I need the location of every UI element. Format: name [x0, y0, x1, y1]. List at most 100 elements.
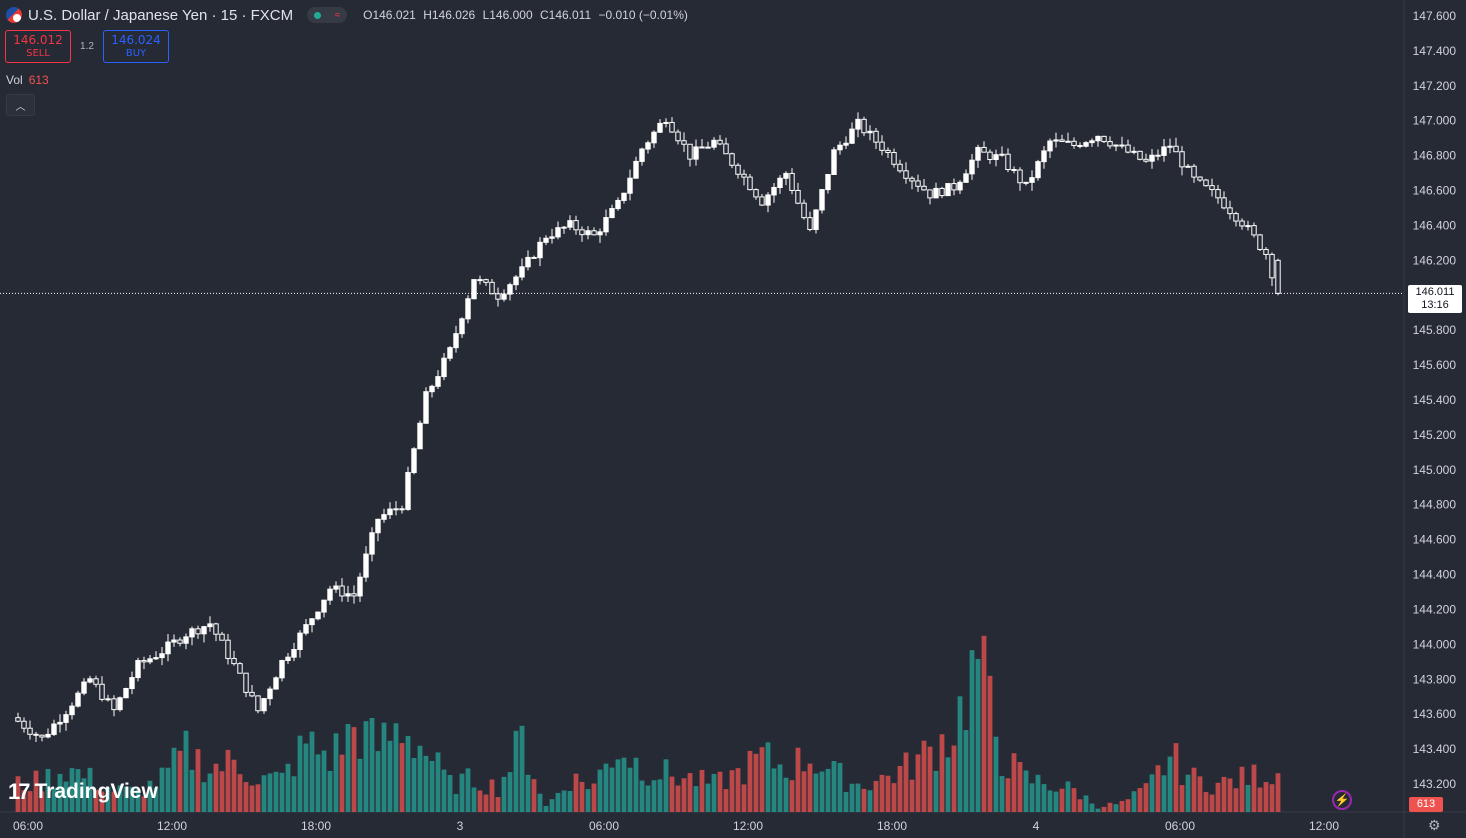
volume-bar [57, 773, 63, 812]
candle-body [597, 231, 603, 236]
volume-bar [819, 771, 825, 812]
volume-bar [1095, 808, 1101, 812]
volume-bar [99, 791, 105, 812]
candle-body [285, 656, 291, 662]
candle-body [297, 632, 303, 651]
volume-bar [693, 786, 699, 812]
candle-body [897, 163, 903, 172]
volume-bar [561, 790, 567, 812]
candle-body [1185, 165, 1191, 168]
candle-body [1209, 185, 1215, 191]
volume-bar [747, 750, 753, 812]
volume-bar [117, 785, 123, 812]
chart-header: U.S. Dollar / Japanese Yen · 15 · FXCM ≈… [0, 0, 692, 30]
volume-bar [981, 635, 987, 812]
candle-body [951, 183, 957, 191]
status-pill[interactable]: ≈ [307, 7, 348, 23]
volume-bar [603, 763, 609, 812]
candle-body [309, 618, 315, 626]
candle-body [1095, 135, 1101, 142]
collapse-legend-button[interactable]: ︿ [6, 94, 35, 116]
candle-body [201, 626, 207, 635]
candle-body [111, 698, 117, 711]
volume-bar [1113, 804, 1119, 812]
candle-body [1107, 141, 1113, 147]
candle-body [717, 139, 723, 145]
volume-bar [171, 747, 177, 812]
candle-body [885, 149, 891, 154]
volume-bar [513, 730, 519, 812]
low-value: L146.000 [482, 8, 533, 22]
candle-body [87, 678, 93, 683]
volume-bar [909, 779, 915, 812]
volume-bar [591, 783, 597, 812]
volume-bar [1239, 766, 1245, 812]
ohlc-values: O146.021 H146.026 L146.000 C146.011 −0.0… [363, 8, 692, 22]
buy-button[interactable]: 146.024 BUY [103, 30, 169, 63]
volume-bar [777, 764, 783, 812]
volume-bar [1263, 782, 1269, 812]
sell-button[interactable]: 146.012 SELL [5, 30, 71, 63]
candle-body [159, 653, 165, 659]
candle-body [15, 717, 21, 722]
volume-bar [963, 730, 969, 812]
candle-body [609, 208, 615, 219]
volume-bar [111, 791, 117, 812]
candle-body [987, 151, 993, 161]
watermark-text: TradingView [34, 780, 158, 803]
volume-bar [795, 747, 801, 812]
volume-bar [69, 768, 75, 812]
x-tick-label: 4 [1033, 819, 1040, 833]
candle-body [861, 118, 867, 134]
candle-body [1263, 248, 1269, 255]
candle-body [849, 128, 855, 144]
candle-body [45, 733, 51, 738]
candle-body [639, 148, 645, 162]
buy-price: 146.024 [111, 32, 161, 47]
candle-body [579, 229, 585, 236]
candle-body [531, 256, 537, 259]
candle-body [879, 141, 885, 151]
volume-bar [303, 743, 309, 812]
candle-body [213, 623, 219, 635]
volume-bar [201, 782, 207, 812]
candle-body [795, 189, 801, 204]
candle-body [1197, 176, 1203, 181]
volume-bar [225, 749, 231, 812]
symbol-title[interactable]: U.S. Dollar / Japanese Yen · 15 · FXCM [28, 6, 294, 24]
candle-body [873, 130, 879, 143]
candle-body [969, 159, 975, 175]
volume-bar [651, 780, 657, 812]
candle-body [831, 149, 837, 175]
volume-bar [369, 718, 375, 812]
trade-panel: 146.012 SELL 1.2 146.024 BUY [5, 30, 169, 63]
settings-gear-icon[interactable]: ⚙ [1428, 817, 1441, 833]
candle-body [435, 376, 441, 387]
volume-bar [543, 805, 549, 812]
volume-bar [387, 740, 393, 812]
candle-body [837, 144, 843, 151]
y-tick-label: 145.200 [1413, 428, 1457, 442]
candle-body [243, 672, 249, 693]
volume-bar [861, 788, 867, 812]
volume-bar [657, 779, 663, 812]
candle-body [99, 683, 105, 700]
volume-bar [309, 731, 315, 812]
candle-body [357, 576, 363, 597]
candle-body [501, 293, 507, 300]
lightning-icon[interactable]: ⚡ [1332, 790, 1352, 810]
x-tick-label: 12:00 [157, 819, 187, 833]
volume-bar [33, 770, 39, 812]
volume-bar [423, 755, 429, 812]
candle-body [225, 639, 231, 659]
volume-bar [855, 783, 861, 812]
volume-legend[interactable]: Vol 613 [6, 73, 49, 87]
candle-body [21, 720, 27, 729]
volume-bar [1053, 791, 1059, 812]
volume-bar [927, 746, 933, 812]
y-tick-label: 146.400 [1413, 218, 1457, 232]
volume-bar [237, 774, 243, 812]
candle-body [939, 187, 945, 197]
volume-bar [1143, 783, 1149, 812]
